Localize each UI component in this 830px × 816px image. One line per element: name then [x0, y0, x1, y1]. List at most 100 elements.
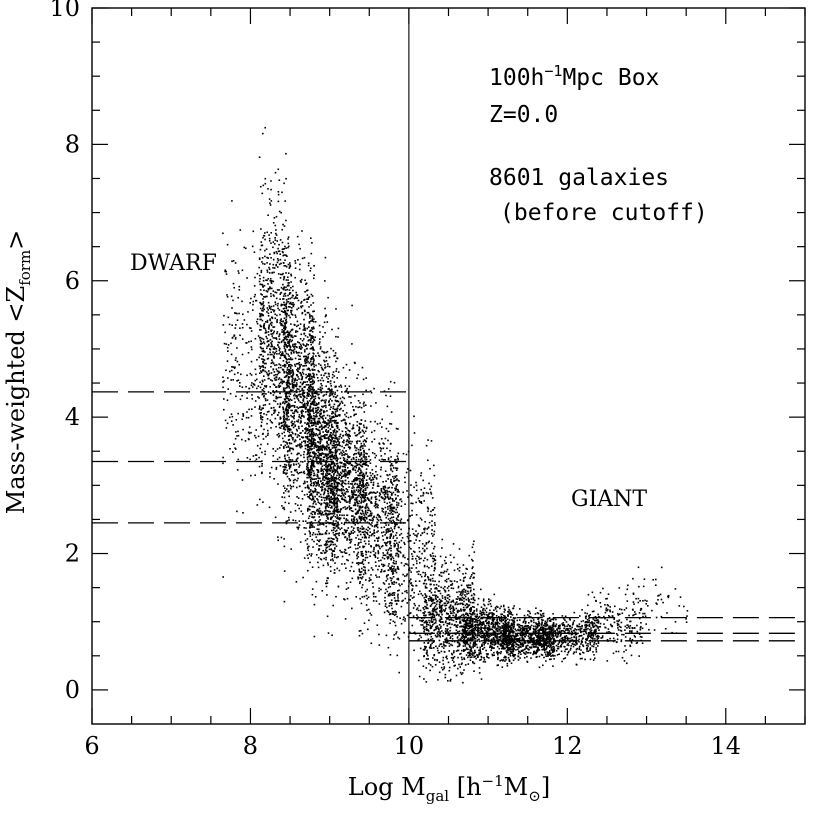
scatter-point	[259, 325, 262, 328]
scatter-point	[358, 453, 361, 456]
scatter-point	[331, 555, 333, 557]
scatter-point	[312, 386, 314, 388]
scatter-point	[304, 428, 306, 430]
scatter-point	[331, 444, 334, 447]
scatter-point	[327, 388, 329, 390]
scatter-point	[353, 413, 356, 416]
scatter-point	[361, 536, 364, 539]
scatter-point	[285, 394, 287, 397]
scatter-point	[297, 434, 299, 436]
scatter-point	[319, 458, 321, 460]
scatter-point	[308, 474, 310, 476]
scatter-point	[358, 474, 360, 477]
scatter-point	[370, 642, 373, 645]
scatter-point	[282, 402, 284, 404]
scatter-point	[331, 447, 334, 449]
scatter-point	[295, 389, 298, 392]
scatter-point	[288, 431, 291, 434]
scatter-point	[352, 504, 355, 507]
scatter-point	[291, 405, 293, 407]
scatter-point	[363, 451, 365, 454]
scatter-point	[323, 544, 326, 546]
scatter-point	[378, 633, 380, 636]
scatter-point	[394, 467, 397, 469]
scatter-point	[256, 504, 259, 506]
scatter-point	[336, 462, 339, 465]
scatter-point	[298, 243, 300, 246]
scatter-point	[337, 448, 339, 451]
scatter-point	[316, 421, 319, 424]
scatter-point	[260, 418, 262, 420]
scatter-point	[332, 512, 334, 515]
scatter-point	[287, 484, 289, 487]
scatter-point	[343, 514, 345, 517]
scatter-point	[341, 482, 344, 484]
scatter-point	[278, 263, 281, 266]
scatter-point	[373, 546, 375, 549]
scatter-point	[333, 446, 335, 449]
scatter-point	[310, 293, 313, 296]
scatter-point	[365, 492, 368, 494]
scatter-point	[263, 390, 266, 393]
scatter-point	[359, 402, 361, 404]
scatter-point	[364, 489, 367, 491]
scatter-point	[310, 428, 312, 431]
scatter-point	[314, 442, 317, 444]
scatter-point	[306, 438, 309, 440]
scatter-point	[289, 364, 292, 366]
scatter-point	[389, 530, 392, 532]
scatter-point	[325, 477, 327, 480]
scatter-point	[310, 480, 312, 483]
scatter-point	[349, 502, 351, 504]
scatter-point	[335, 451, 338, 453]
scatter-point	[308, 379, 311, 382]
scatter-point	[366, 497, 369, 500]
scatter-point	[270, 466, 273, 469]
scatter-point	[308, 495, 310, 498]
scatter-point	[270, 282, 273, 284]
scatter-point	[302, 440, 305, 442]
scatter-point	[321, 512, 323, 515]
scatter-point	[250, 346, 253, 348]
scatter-point	[276, 448, 279, 450]
scatter-point	[369, 390, 372, 392]
scatter-point	[306, 547, 309, 550]
scatter-point	[360, 519, 362, 521]
scatter-point	[361, 506, 364, 508]
scatter-point	[371, 431, 373, 434]
scatter-point	[311, 459, 313, 462]
scatter-point	[357, 512, 359, 514]
scatter-point	[327, 447, 329, 449]
scatter-point	[304, 310, 306, 313]
scatter-point	[322, 421, 324, 424]
scatter-point	[318, 324, 321, 327]
scatter-point	[345, 423, 347, 426]
scatter-point	[353, 409, 355, 412]
scatter-point	[313, 455, 316, 458]
scatter-point	[310, 463, 313, 465]
scatter-point	[279, 464, 282, 467]
scatter-point	[361, 584, 364, 586]
scatter-point	[328, 401, 330, 403]
scatter-point	[318, 483, 320, 486]
scatter-point	[273, 267, 276, 269]
scatter-point	[312, 302, 315, 304]
scatter-point	[343, 533, 345, 536]
scatter-point	[306, 448, 309, 451]
scatter-point	[361, 459, 364, 462]
scatter-point	[296, 411, 299, 414]
scatter-point	[375, 600, 378, 602]
scatter-point	[340, 508, 342, 510]
scatter-point	[314, 443, 316, 446]
scatter-point	[270, 362, 273, 364]
scatter-point	[303, 309, 306, 312]
scatter-point	[274, 239, 277, 241]
scatter-point	[272, 356, 275, 358]
scatter-point	[340, 471, 342, 474]
scatter-point	[283, 347, 286, 350]
scatter-point	[361, 494, 363, 497]
scatter-point	[290, 340, 293, 343]
scatter-point	[306, 368, 309, 371]
scatter-point	[362, 430, 364, 433]
scatter-point	[298, 520, 301, 522]
